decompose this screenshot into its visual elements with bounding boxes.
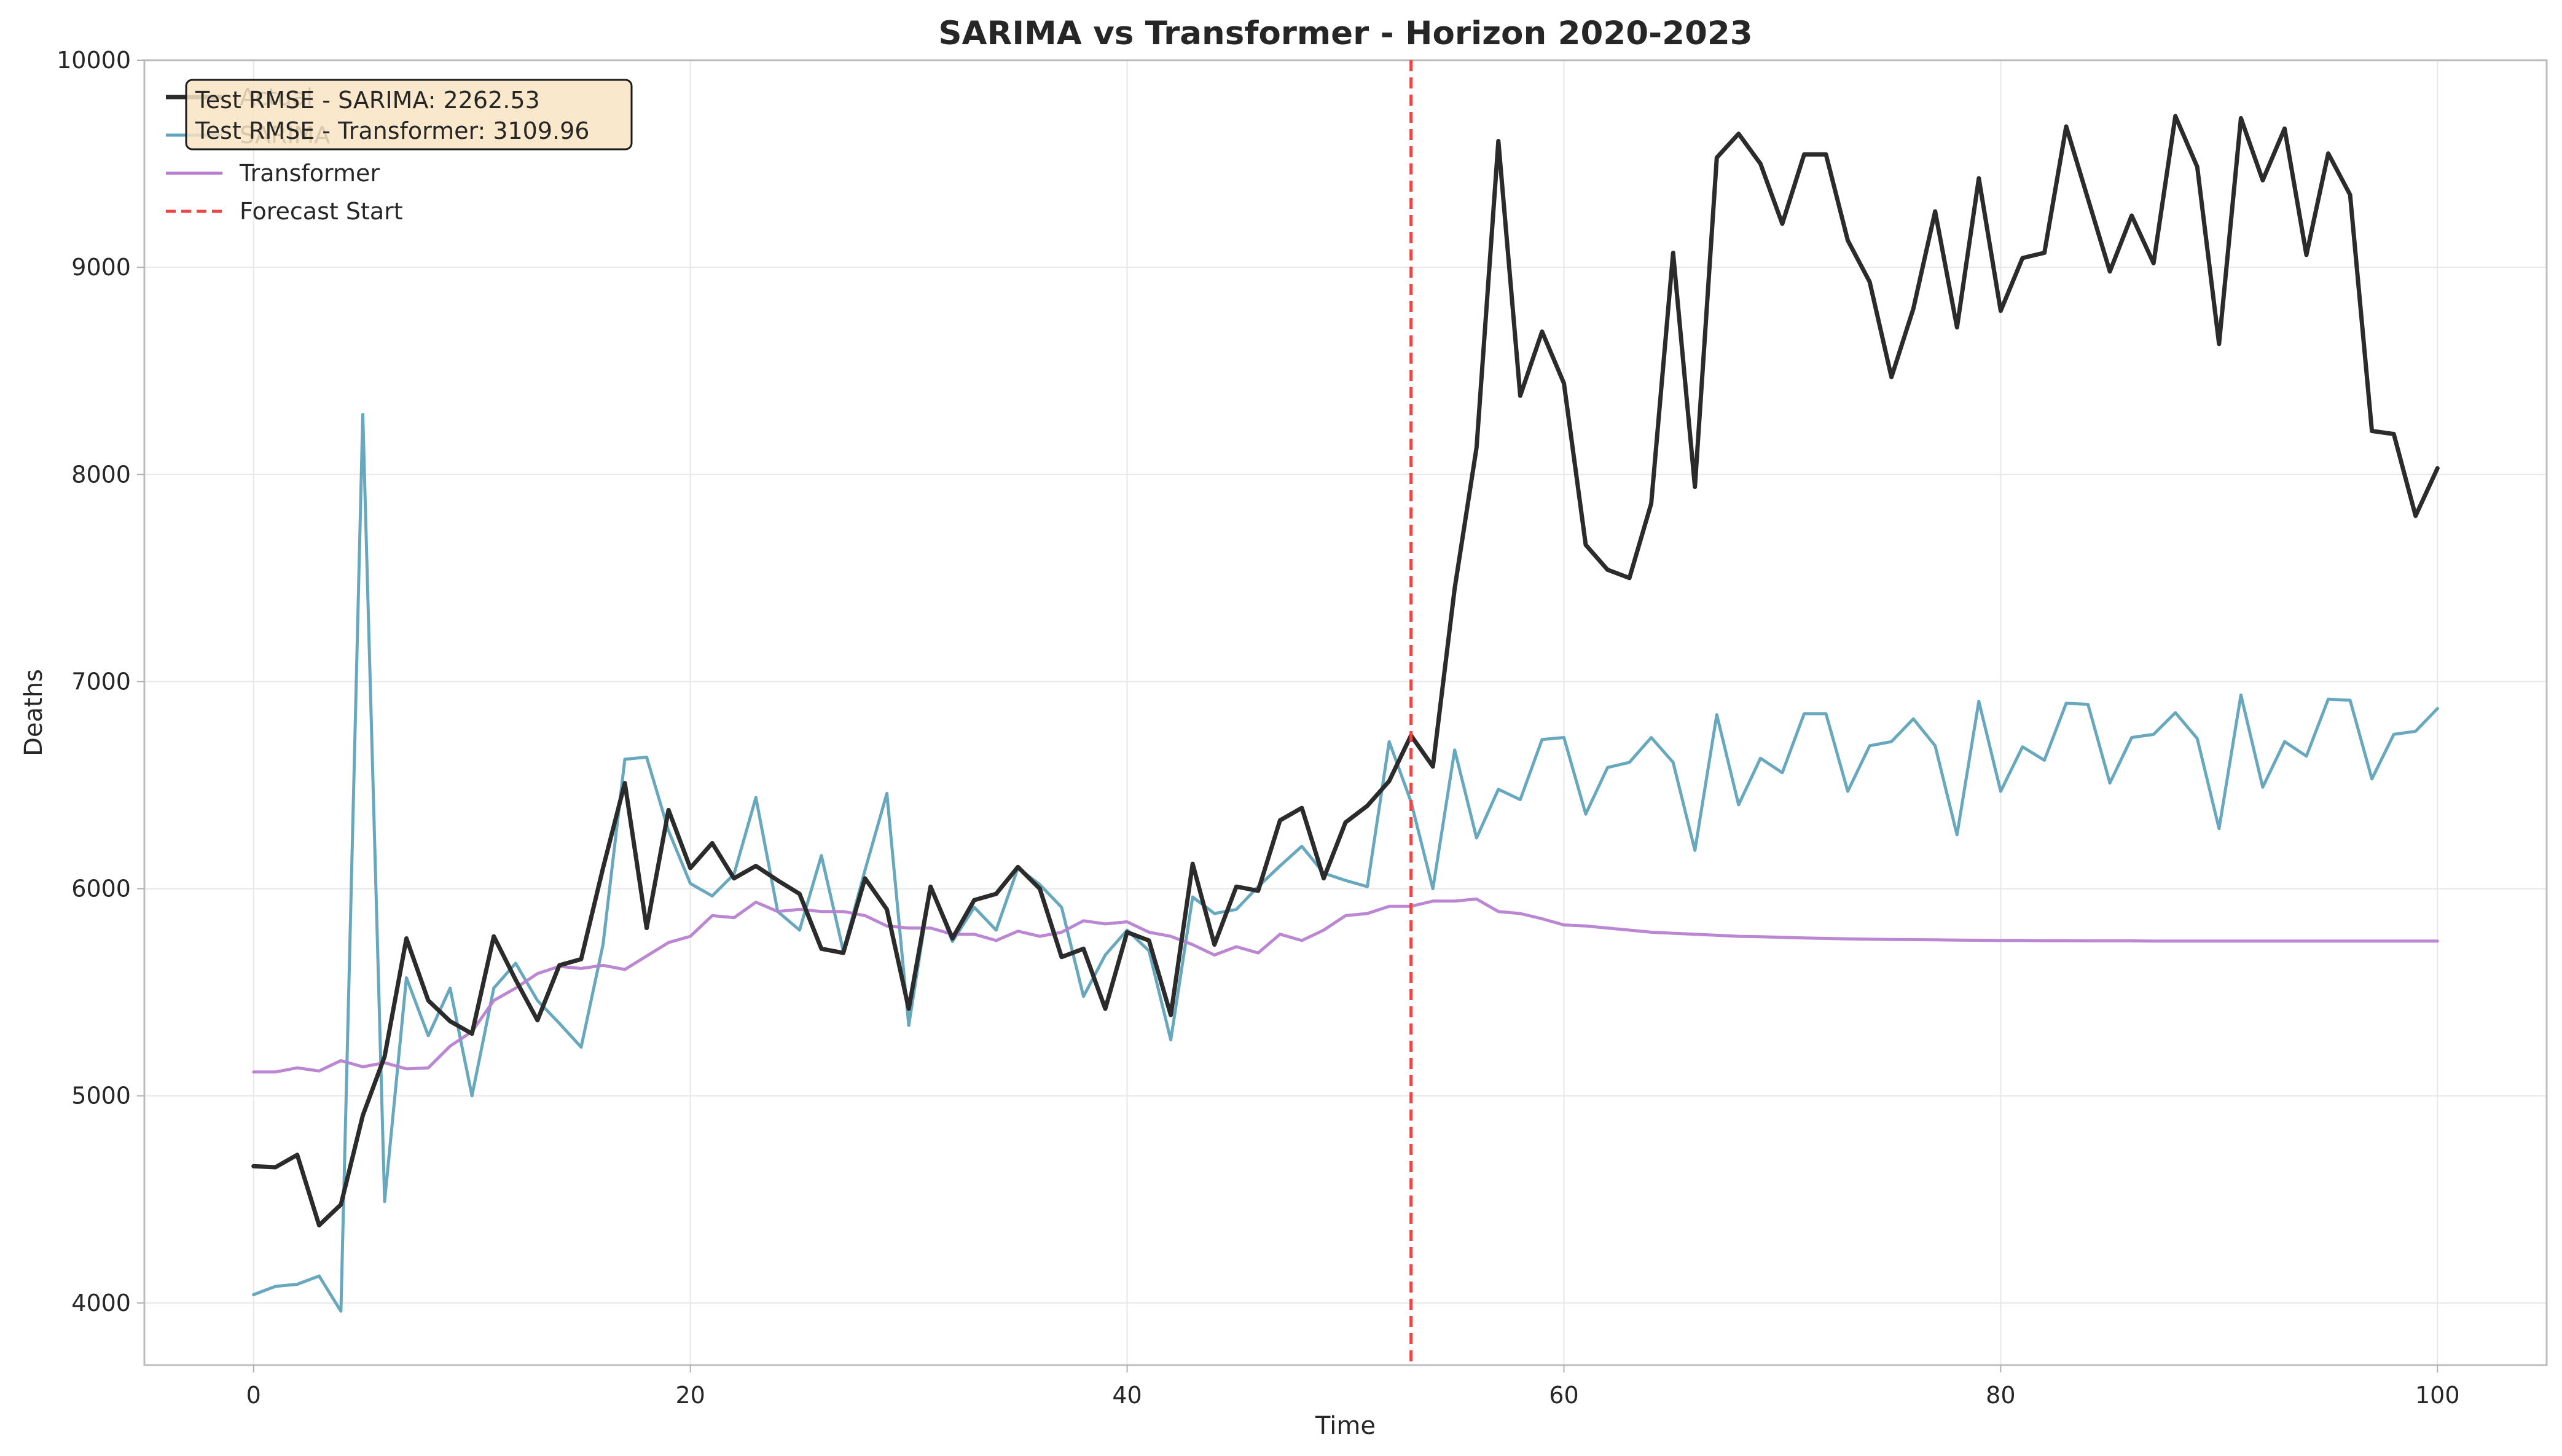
metrics-rmse-sarima: Test RMSE - SARIMA: 2262.53 [195,87,540,114]
y-tick-label-7000: 7000 [71,668,131,695]
metrics-annotation: Test RMSE - SARIMA: 2262.53 Test RMSE - … [185,79,633,151]
legend-item-forecast-start: Forecast Start [166,198,403,225]
plot-frame [143,59,2548,1366]
x-tick-label-60: 60 [1549,1382,1578,1409]
y-axis-label: Deaths [20,669,48,756]
y-tick-label-5000: 5000 [71,1082,131,1110]
series-line-actual [251,114,2440,1227]
metrics-box-background [185,79,633,151]
series-line-sarima [252,413,2439,1313]
y-tick-label-6000: 6000 [71,875,131,902]
x-tick-label-40: 40 [1112,1382,1142,1409]
y-tick-label-10000: 10000 [57,47,131,74]
x-tick-label-80: 80 [1986,1382,2015,1409]
legend-item-transformer: Transformer [166,160,380,187]
y-tick-label-8000: 8000 [71,461,131,488]
grid [144,60,2547,1365]
legend-label-forecast-start: Forecast Start [240,198,403,225]
y-tick-label-4000: 4000 [71,1290,131,1317]
series-lines [251,60,2440,1365]
x-tick-label-0: 0 [246,1382,261,1409]
x-tick-label-20: 20 [675,1382,705,1409]
x-tick-label-100: 100 [2415,1382,2460,1409]
axis-ticks: 0 20 40 60 80 100 4000 5000 6000 7000 8000 9000 1000… [57,47,2459,1409]
chart-title: SARIMA vs Transformer - Horizon 2020-202… [938,15,1752,52]
legend-label-transformer: Transformer [239,160,380,187]
y-tick-label-9000: 9000 [71,254,131,281]
series-line-transformer [252,897,2439,1074]
metrics-rmse-transformer: Test RMSE - Transformer: 3109.96 [195,117,589,144]
x-axis-label: Time [1315,1412,1376,1440]
